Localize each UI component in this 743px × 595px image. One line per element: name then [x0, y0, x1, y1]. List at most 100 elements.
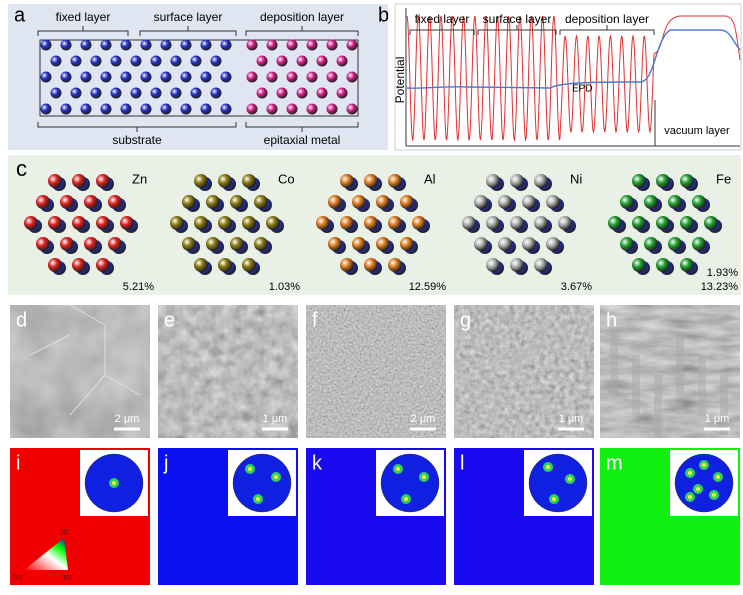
grain-edge [29, 304, 141, 416]
atom [80, 103, 92, 115]
region-label: epitaxial metal [264, 133, 341, 147]
atom [400, 237, 414, 251]
atom [96, 216, 110, 230]
sem-image [306, 305, 446, 438]
atom [286, 103, 298, 115]
atom [48, 174, 62, 188]
panel-label: b [378, 4, 389, 26]
atom [40, 39, 52, 51]
atom [96, 174, 110, 188]
pole-spot-core [688, 471, 692, 475]
atom [60, 71, 72, 83]
atom [220, 71, 232, 83]
atom [80, 71, 92, 83]
grain [654, 375, 662, 435]
atom [644, 195, 658, 209]
atom [120, 216, 134, 230]
atom [70, 55, 82, 67]
atom [256, 55, 268, 67]
pole-spot-core [688, 495, 692, 499]
panel-label: m [606, 452, 623, 474]
atom [364, 216, 378, 230]
atom [286, 39, 298, 51]
atom [266, 216, 280, 230]
atom [218, 258, 232, 272]
layer-label: deposition layer [565, 12, 649, 26]
sem-image [10, 305, 150, 438]
atom [206, 195, 220, 209]
atom [364, 174, 378, 188]
atom [170, 87, 182, 99]
pole-spot-core [552, 497, 556, 501]
pole-spot-core [274, 475, 278, 479]
atom [182, 237, 196, 251]
atom [84, 237, 98, 251]
atom [48, 258, 62, 272]
atom [340, 216, 354, 230]
atom [40, 71, 52, 83]
atom [498, 237, 512, 251]
mismatch-label: 5.21% [123, 281, 154, 293]
atom [316, 216, 330, 230]
panel-label: f [312, 309, 318, 331]
atom [220, 39, 232, 51]
atom [218, 216, 232, 230]
atom [220, 103, 232, 115]
atom [522, 237, 536, 251]
atom [510, 258, 524, 272]
atom [286, 71, 298, 83]
pole-figure [380, 453, 440, 513]
atom [296, 87, 308, 99]
atom [486, 216, 500, 230]
atom [230, 237, 244, 251]
atom [668, 237, 682, 251]
grain [610, 335, 618, 395]
element-label: Zn [132, 171, 147, 186]
atom [336, 55, 348, 67]
axis-label: Potential [393, 57, 407, 104]
atom [352, 237, 366, 251]
atom [200, 71, 212, 83]
bracket [139, 26, 237, 36]
atom [296, 55, 308, 67]
atom [130, 55, 142, 67]
atom [326, 39, 338, 51]
pole-figure [528, 453, 588, 513]
atom [60, 195, 74, 209]
atom [70, 87, 82, 99]
atom [632, 258, 646, 272]
atom [60, 103, 72, 115]
atom [474, 237, 488, 251]
pole-spot-core [112, 481, 116, 485]
atom [200, 103, 212, 115]
scale-bar-label: 1 μm [263, 413, 288, 425]
atom [692, 195, 706, 209]
pole-spot-core [422, 475, 426, 479]
atom [72, 216, 86, 230]
scale-bar-label: 2 μm [411, 413, 436, 425]
pole-spot-core [712, 493, 716, 497]
bracket [37, 122, 237, 132]
atom [326, 71, 338, 83]
atom [534, 174, 548, 188]
pole-spot-core [702, 463, 706, 467]
pole-figure [232, 453, 292, 513]
atom [388, 174, 402, 188]
atom [160, 39, 172, 51]
atom [316, 55, 328, 67]
atom [486, 258, 500, 272]
atom [150, 87, 162, 99]
atom [336, 87, 348, 99]
atom [242, 216, 256, 230]
atom [24, 216, 38, 230]
atom [462, 216, 476, 230]
atom [40, 103, 52, 115]
atom [328, 237, 342, 251]
atom [170, 216, 184, 230]
atom [474, 195, 488, 209]
atom [84, 195, 98, 209]
atom [182, 195, 196, 209]
atom [346, 71, 358, 83]
atom [364, 258, 378, 272]
atom [632, 174, 646, 188]
